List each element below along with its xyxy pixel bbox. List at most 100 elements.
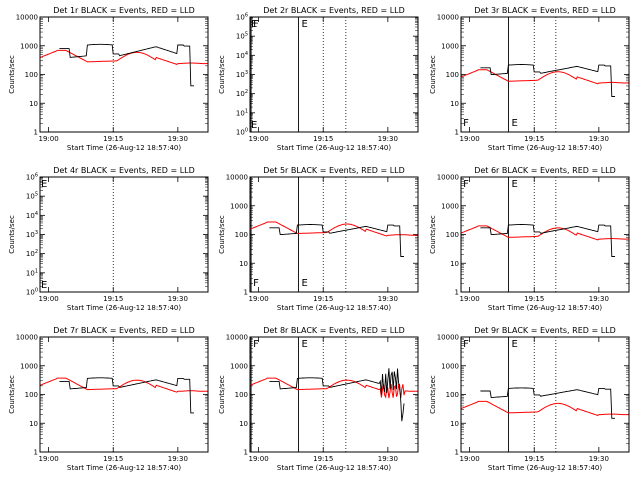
panel-title: Det 5r BLACK = Events, RED = LLD [263, 166, 405, 175]
x-axis-label: Start Time (26-Aug-12 18:57:40) [488, 304, 602, 312]
y-tick-label: 100 [235, 391, 248, 399]
y-tick-label: 10 [450, 260, 459, 268]
y-tick-label: 1000 [441, 202, 459, 210]
x-tick-label: 19:15 [313, 455, 333, 463]
y-tick-label: 10 [29, 420, 38, 428]
series-events-line [480, 224, 615, 257]
y-tick-label: 10000 [226, 174, 248, 182]
y-tick-label: 103 [236, 70, 248, 79]
x-tick-label: 19:00 [249, 455, 269, 463]
y-tick-label: 10000 [437, 334, 459, 342]
x-tick-label: 19:15 [524, 295, 544, 303]
y-tick-label: 10 [29, 100, 38, 108]
panel-det9: Det 9r BLACK = Events, RED = LLD 1 10 100 10… [429, 326, 630, 472]
plot-frame [249, 176, 419, 293]
marker-label-e: E [511, 179, 517, 190]
y-tick-label: 100 [446, 391, 459, 399]
y-tick-label: 10000 [437, 174, 459, 182]
y-tick-label: 1 [455, 449, 459, 457]
marker-label-f: F [253, 19, 259, 30]
marker-label-f: F [253, 278, 259, 289]
plot-frame [249, 336, 419, 453]
x-tick-label: 19:15 [103, 135, 123, 143]
plot-frame [249, 16, 419, 133]
marker-label-e: E [511, 118, 517, 129]
plot-frame [460, 176, 630, 293]
y-tick-label: 10000 [16, 334, 38, 342]
x-tick-label: 19:30 [168, 455, 188, 463]
series-events-line [480, 64, 615, 97]
x-tick-label: 19:00 [249, 135, 269, 143]
panel-title: Det 6r BLACK = Events, RED = LLD [474, 166, 616, 175]
panel-title: Det 1r BLACK = Events, RED = LLD [53, 6, 195, 15]
marker-label-e: E [301, 339, 307, 350]
y-axis-label: Counts/sec [429, 55, 437, 94]
panel-title: Det 3r BLACK = Events, RED = LLD [474, 6, 616, 15]
panel-det4: Det 4r BLACK = Events, RED = LLD10010110… [8, 166, 347, 312]
panel-det5: Det 5r BLACK = Events, RED = LLD 1 10 100 10… [218, 166, 557, 312]
marker-label-e: E [511, 339, 517, 350]
panel-title: Det 7r BLACK = Events, RED = LLD [53, 326, 195, 335]
plot-frame [460, 336, 630, 453]
marker-label-f: F [463, 179, 469, 190]
x-tick-label: 19:00 [39, 295, 59, 303]
x-tick-label: 19:30 [168, 295, 188, 303]
x-tick-label: 19:15 [103, 295, 123, 303]
series-events-line [480, 387, 615, 419]
series-lld-line [249, 377, 419, 399]
series-lld-line [249, 221, 419, 237]
y-tick-label: 10000 [437, 14, 459, 22]
marker-label-e: E [301, 19, 307, 30]
panel-title: Det 8r BLACK = Events, RED = LLD [263, 326, 405, 335]
panel-title: Det 9r BLACK = Events, RED = LLD [474, 326, 616, 335]
x-tick-label: 19:30 [589, 295, 609, 303]
x-axis-label: Start Time (26-Aug-12 18:57:40) [277, 144, 391, 152]
x-tick-label: 19:30 [378, 295, 398, 303]
x-tick-label: 19:30 [589, 455, 609, 463]
y-tick-label: 1000 [20, 42, 38, 50]
y-tick-label: 100 [26, 288, 38, 297]
panel-det6: Det 6r BLACK = Events, RED = LLD 1 10 100 10… [429, 166, 630, 312]
series-lld-line [460, 225, 629, 241]
y-tick-label: 100 [235, 231, 248, 239]
x-tick-label: 19:00 [460, 295, 480, 303]
x-tick-label: 19:00 [39, 135, 59, 143]
x-tick-label: 19:15 [313, 295, 333, 303]
y-tick-label: 100 [236, 128, 248, 137]
x-axis-label: Start Time (26-Aug-12 18:57:40) [488, 464, 602, 472]
x-axis-label: Start Time (26-Aug-12 18:57:40) [67, 464, 181, 472]
panel-title: Det 4r BLACK = Events, RED = LLD [53, 166, 195, 175]
marker-label-e-left-bottom: E [251, 120, 257, 131]
y-tick-label: 100 [446, 71, 459, 79]
y-axis-label: Counts/sec [429, 215, 437, 254]
plot-frame [39, 16, 209, 133]
panel-det1: Det 1r BLACK = Events, RED = LLD 1 10 100 10… [8, 6, 347, 152]
y-tick-label: 1 [34, 449, 38, 457]
x-tick-label: 19:00 [460, 135, 480, 143]
y-axis-label: Counts/sec [218, 375, 226, 414]
y-tick-label: 10000 [16, 14, 38, 22]
y-tick-label: 1000 [230, 202, 248, 210]
marker-label-f: F [463, 339, 469, 350]
x-axis-label: Start Time (26-Aug-12 18:57:40) [488, 144, 602, 152]
y-axis-label: Counts/sec [429, 375, 437, 414]
x-axis-label: Start Time (26-Aug-12 18:57:40) [277, 464, 391, 472]
marker-label-e-left: E [41, 179, 47, 190]
y-tick-label: 1 [34, 129, 38, 137]
panel-title: Det 2r BLACK = Events, RED = LLD [263, 6, 405, 15]
marker-label-e-left: E [251, 19, 257, 30]
marker-label-e-left-bottom: E [41, 280, 47, 291]
x-axis-label: Start Time (26-Aug-12 18:57:40) [67, 304, 181, 312]
series-lld-line [460, 400, 630, 416]
y-tick-label: 1 [455, 289, 459, 297]
y-axis-label: Counts/sec [218, 215, 226, 254]
x-tick-label: 19:30 [378, 135, 398, 143]
y-tick-label: 100 [446, 231, 459, 239]
y-tick-label: 102 [236, 89, 248, 98]
marker-label-e: E [301, 278, 307, 289]
x-tick-label: 19:30 [589, 135, 609, 143]
y-tick-label: 105 [26, 192, 38, 201]
y-tick-label: 1000 [230, 362, 248, 370]
x-tick-label: 19:30 [378, 455, 398, 463]
